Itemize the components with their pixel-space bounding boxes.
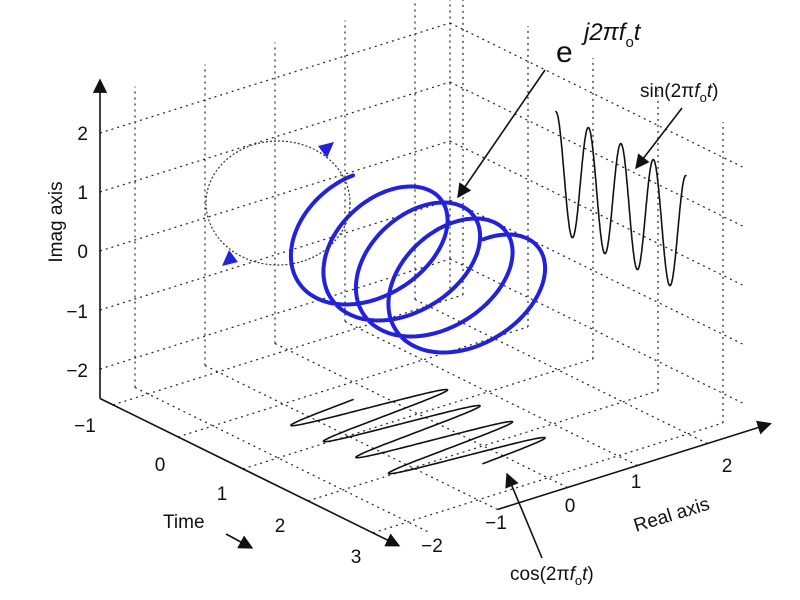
time-tick-label: −1	[74, 416, 96, 437]
cosine-label: cos(2πfot)	[510, 564, 594, 588]
exp-t: t	[634, 19, 642, 46]
grid-line	[112, 294, 464, 406]
grid-line	[449, 140, 743, 286]
grid-line	[177, 326, 529, 438]
imag-tick-label: 0	[77, 242, 88, 263]
grid-line	[449, 258, 743, 404]
real-tick-label: 1	[631, 472, 642, 493]
grid-line	[307, 390, 659, 502]
grid-line	[99, 22, 451, 134]
cosine-t: t	[582, 564, 588, 585]
real-axis-label: Real axis	[631, 494, 712, 537]
real-tick-label: −1	[485, 513, 507, 534]
cosine-projection	[290, 388, 546, 475]
imag-tick-label: 1	[77, 183, 88, 204]
grid-line	[274, 342, 568, 489]
grid-line	[204, 364, 498, 511]
time-tick-label: 1	[217, 484, 228, 505]
sine-t: t	[707, 81, 713, 102]
cosine-f: f	[570, 564, 577, 585]
sine-label: sin(2πfot)	[640, 81, 718, 105]
sine-projection	[555, 110, 687, 287]
rotation-arrow	[222, 250, 238, 266]
real-tick-label: 2	[722, 456, 733, 477]
grid-line	[344, 320, 638, 467]
imag-tick-label: −1	[66, 302, 88, 323]
imag-tick-label: 2	[77, 124, 88, 145]
imag-tick-label: −2	[66, 361, 88, 382]
time-tick-label: 0	[155, 455, 166, 476]
grid-line	[372, 422, 724, 534]
grid-line	[449, 81, 743, 227]
annotation-arrow	[457, 69, 546, 199]
helix	[288, 173, 548, 355]
sine-suffix: )	[712, 81, 718, 102]
exp-f: f	[619, 19, 628, 46]
cosine-prefix: cos(2π	[510, 564, 570, 585]
grid-line	[134, 386, 428, 533]
sine-sub: o	[700, 90, 707, 105]
exp-j: j2π	[581, 19, 620, 46]
sine-f: f	[694, 81, 701, 102]
annotation-arrow	[225, 533, 254, 549]
rotation-circle	[205, 140, 351, 266]
grid-line	[99, 199, 451, 311]
grid-line	[99, 258, 451, 370]
rotation-arrow	[318, 142, 334, 158]
exp-sub: o	[625, 34, 633, 51]
imag-axis-label: Imag axis	[46, 181, 67, 262]
curves	[288, 110, 687, 475]
time-tick-label: 3	[351, 547, 362, 568]
real-tick-label: −2	[421, 536, 443, 557]
time-tick-label: 2	[275, 516, 286, 537]
grid-line	[449, 22, 743, 168]
exp-base: e	[556, 36, 573, 69]
annotation-arrow	[635, 107, 683, 170]
real-tick-label: 0	[565, 496, 576, 517]
cosine-suffix: )	[587, 564, 593, 585]
sine-prefix: sin(2π	[640, 81, 694, 102]
time-axis-label: Time	[163, 512, 205, 533]
grid-line	[99, 81, 451, 193]
grid-line	[414, 298, 708, 445]
real-axis	[497, 420, 772, 511]
grid	[92, 0, 772, 547]
grid-line	[242, 358, 594, 470]
grid-line	[99, 140, 451, 252]
time-axis	[99, 397, 401, 547]
cosine-sub: o	[575, 573, 582, 588]
annotation-arrow	[505, 472, 543, 559]
exp-exponent: j2πfot	[581, 19, 642, 51]
